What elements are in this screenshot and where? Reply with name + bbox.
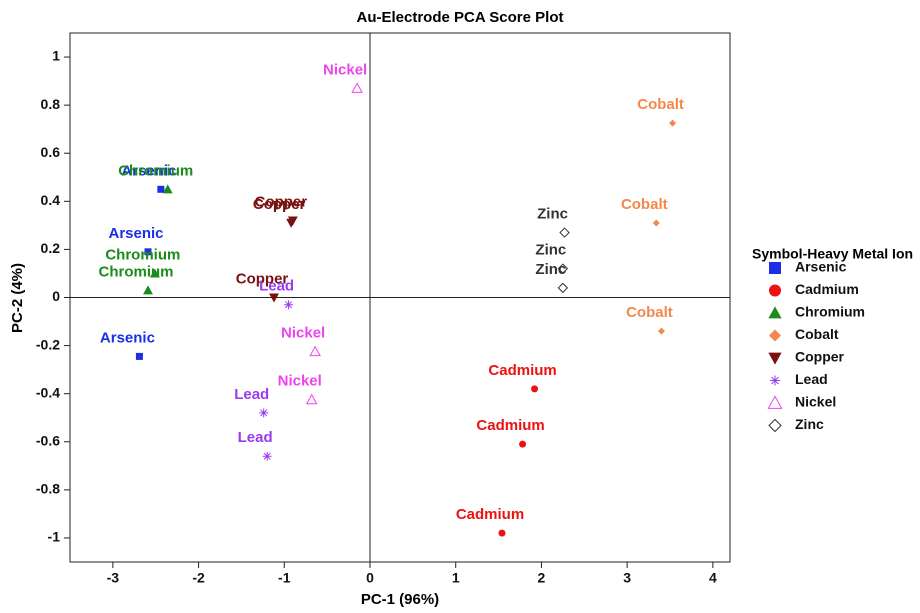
y-tick-label: 0.2 <box>41 240 61 256</box>
marker-diamond <box>652 219 660 227</box>
y-axis-label: PC-2 (4%) <box>9 263 26 333</box>
x-tick-label: 0 <box>366 570 374 586</box>
marker-diamond <box>769 329 781 342</box>
point-label: Copper <box>236 270 289 287</box>
x-tick-label: 4 <box>709 570 717 586</box>
point-label: Copper <box>255 194 308 211</box>
marker-triangle <box>305 393 318 405</box>
marker-triangle-down <box>287 216 298 226</box>
marker-diamond <box>657 327 665 335</box>
x-axis-label: PC-1 (96%) <box>361 591 439 608</box>
point-label: Cobalt <box>626 304 673 321</box>
marker-square <box>157 185 165 193</box>
marker-circle <box>498 529 506 537</box>
legend-label: Arsenic <box>795 259 847 275</box>
y-tick-label: -0.4 <box>36 384 60 400</box>
x-tick-label: 1 <box>452 570 460 586</box>
marker-square <box>769 262 781 274</box>
point-label: Lead <box>238 429 273 446</box>
point-label: Chromium <box>99 263 174 280</box>
y-tick-label: -0.6 <box>36 432 60 448</box>
marker-star <box>259 408 269 418</box>
marker-triangle-down <box>269 293 279 303</box>
point-label: Arsenic <box>100 329 155 346</box>
marker-triangle <box>351 82 363 93</box>
marker-diamond <box>557 263 569 274</box>
y-tick-label: 0.8 <box>41 96 61 112</box>
marker-triangle <box>149 268 160 278</box>
marker-star <box>284 300 294 310</box>
y-tick-label: -0.8 <box>36 481 60 497</box>
y-tick-label: 1 <box>52 48 60 64</box>
point-label: Arsenic <box>108 225 163 242</box>
marker-triangle-down <box>768 352 782 365</box>
marker-circle <box>531 385 539 393</box>
point-label: Chromium <box>118 162 193 179</box>
legend-label: Nickel <box>795 394 836 410</box>
point-label: Zinc <box>535 242 566 259</box>
marker-diamond <box>557 282 569 294</box>
legend-label: Cadmium <box>795 281 859 297</box>
point-label: Cadmium <box>476 417 544 434</box>
marker-diamond <box>768 418 782 433</box>
y-tick-label: 0 <box>52 288 60 304</box>
point-label: Nickel <box>278 373 322 390</box>
marker-star <box>770 375 780 386</box>
y-tick-label: 0.4 <box>41 192 61 208</box>
point-label: Cobalt <box>621 196 668 213</box>
y-tick-label: 0.6 <box>41 144 61 160</box>
point-label: Nickel <box>281 325 325 342</box>
legend-label: Copper <box>795 349 845 365</box>
marker-triangle <box>162 184 173 194</box>
marker-star <box>262 451 272 461</box>
marker-diamond <box>559 227 570 238</box>
point-label: Copper <box>253 196 306 213</box>
marker-triangle <box>768 306 782 319</box>
marker-square <box>144 248 152 256</box>
point-label: Lead <box>234 386 269 403</box>
x-tick-label: 2 <box>538 570 546 586</box>
y-tick-label: -0.2 <box>36 336 60 352</box>
marker-triangle <box>767 395 783 409</box>
x-tick-label: -2 <box>192 570 205 586</box>
point-label: Cobalt <box>637 96 684 113</box>
y-tick-label: -1 <box>48 529 61 545</box>
point-label: Lead <box>259 278 294 295</box>
marker-circle <box>519 440 527 448</box>
point-label: Chromium <box>105 246 180 263</box>
legend-label: Chromium <box>795 304 865 320</box>
legend-title: Symbol-Heavy Metal Ion <box>752 246 913 262</box>
legend-label: Zinc <box>795 416 824 432</box>
point-label: Nickel <box>323 61 367 78</box>
marker-circle <box>769 284 781 297</box>
point-label: Zinc <box>537 206 568 223</box>
point-label: Cadmium <box>456 506 524 523</box>
marker-diamond <box>669 119 677 127</box>
chart-title: Au-Electrode PCA Score Plot <box>357 9 564 26</box>
point-label: Cadmium <box>488 362 556 379</box>
point-label: Zinc <box>535 261 566 278</box>
marker-triangle <box>309 345 321 357</box>
legend-label: Lead <box>795 371 828 387</box>
marker-square <box>135 352 143 360</box>
x-tick-label: -3 <box>107 570 120 586</box>
x-tick-label: -1 <box>278 570 291 586</box>
marker-triangle <box>143 285 153 295</box>
legend-label: Cobalt <box>795 326 839 342</box>
point-label: Arsenic <box>121 162 176 179</box>
x-tick-label: 3 <box>623 570 631 586</box>
